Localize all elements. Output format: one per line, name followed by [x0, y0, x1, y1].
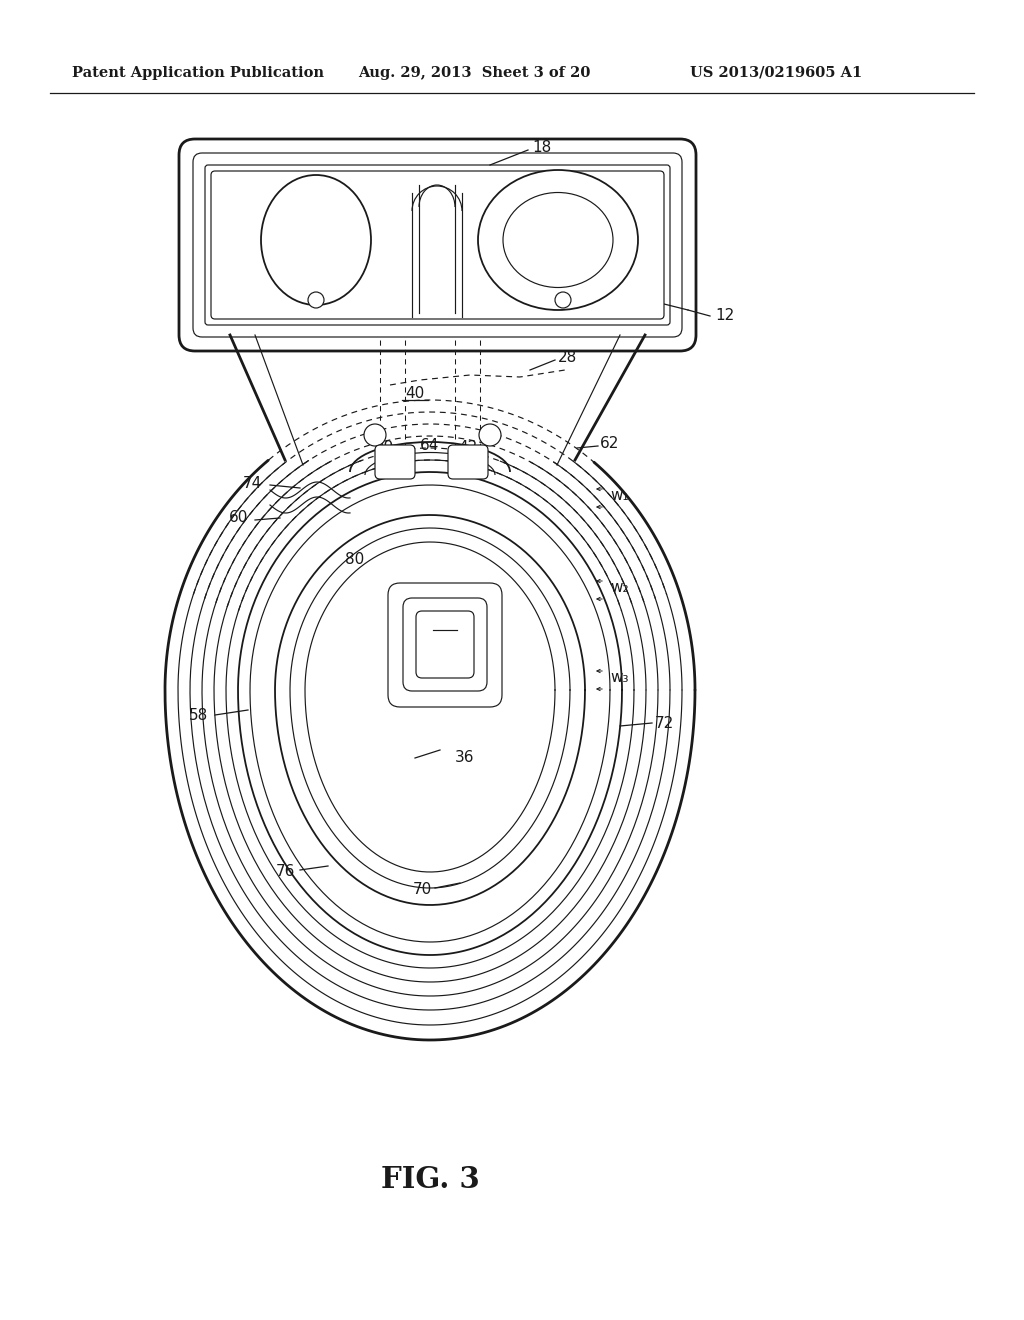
Text: 80: 80 [345, 553, 365, 568]
Circle shape [479, 424, 501, 446]
FancyBboxPatch shape [211, 172, 664, 319]
FancyBboxPatch shape [449, 445, 488, 479]
Text: 72: 72 [655, 715, 674, 730]
Ellipse shape [503, 193, 613, 288]
Text: 40: 40 [406, 385, 425, 400]
Text: 70: 70 [413, 883, 432, 898]
Text: 29: 29 [376, 441, 394, 455]
Text: 12: 12 [715, 309, 734, 323]
Text: Aug. 29, 2013  Sheet 3 of 20: Aug. 29, 2013 Sheet 3 of 20 [358, 66, 591, 81]
Circle shape [308, 292, 324, 308]
Circle shape [364, 424, 386, 446]
Circle shape [555, 292, 571, 308]
FancyBboxPatch shape [193, 153, 682, 337]
Text: w₁: w₁ [610, 488, 629, 503]
Text: 42: 42 [459, 441, 477, 455]
FancyBboxPatch shape [403, 598, 487, 690]
Text: 74: 74 [243, 475, 262, 491]
Text: 58: 58 [188, 708, 208, 722]
Text: w₂: w₂ [610, 581, 629, 595]
Text: 18: 18 [532, 140, 551, 156]
FancyBboxPatch shape [388, 583, 502, 708]
Text: Patent Application Publication: Patent Application Publication [72, 66, 324, 81]
Text: US 2013/0219605 A1: US 2013/0219605 A1 [690, 66, 862, 81]
FancyBboxPatch shape [375, 445, 415, 479]
Ellipse shape [261, 176, 371, 305]
Text: 60: 60 [228, 511, 248, 525]
FancyBboxPatch shape [205, 165, 670, 325]
Text: 76: 76 [275, 865, 295, 879]
Text: FIG. 3: FIG. 3 [381, 1166, 479, 1195]
Text: 64: 64 [420, 437, 439, 453]
Text: 62: 62 [600, 436, 620, 450]
Text: w₃: w₃ [610, 671, 629, 685]
Text: 28: 28 [558, 351, 578, 366]
FancyBboxPatch shape [416, 611, 474, 678]
Ellipse shape [478, 170, 638, 310]
FancyBboxPatch shape [179, 139, 696, 351]
Text: 36: 36 [455, 751, 474, 766]
